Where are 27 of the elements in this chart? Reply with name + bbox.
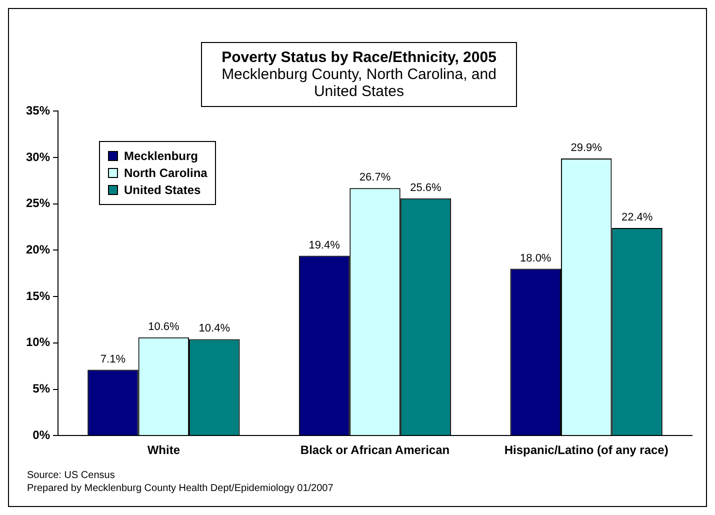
chart-title: Poverty Status by Race/Ethnicity, 2005 xyxy=(220,49,498,66)
data-label: 29.9% xyxy=(570,142,602,154)
y-tick-label: 10% xyxy=(26,335,50,350)
y-tick-label: 15% xyxy=(26,288,50,303)
legend-label: Mecklenburg xyxy=(124,149,198,163)
y-tick-label: 5% xyxy=(32,382,50,396)
y-tick-label: 0% xyxy=(32,428,50,442)
data-label: 18.0% xyxy=(520,252,552,264)
y-tick-label: 35% xyxy=(26,104,50,118)
data-label: 25.6% xyxy=(410,182,442,194)
data-label: 19.4% xyxy=(308,239,340,252)
data-label: 7.1% xyxy=(100,353,126,366)
x-tick-label: White xyxy=(147,443,180,458)
legend-label: North Carolina xyxy=(124,166,208,180)
data-label: 10.4% xyxy=(198,322,230,335)
chart-subtitle: Mecklenburg County, North Carolina, and United States xyxy=(220,66,498,100)
x-tick-label: Hispanic/Latino (of any race) xyxy=(504,443,668,458)
source-note: Source: US Census xyxy=(27,469,116,482)
data-label: 22.4% xyxy=(621,212,653,224)
x-tick-label: Black or African American xyxy=(300,443,450,458)
data-label: 10.6% xyxy=(148,320,180,333)
y-tick-label: 20% xyxy=(26,242,50,257)
y-tick-label: 25% xyxy=(26,196,50,210)
legend-label: United States xyxy=(124,183,201,197)
text: Prepared by Mecklenburg County Health Dept/Epidemiology 01/2007 xyxy=(27,482,334,495)
y-tick-label: 30% xyxy=(26,150,50,164)
data-label: 26.7% xyxy=(359,172,391,184)
